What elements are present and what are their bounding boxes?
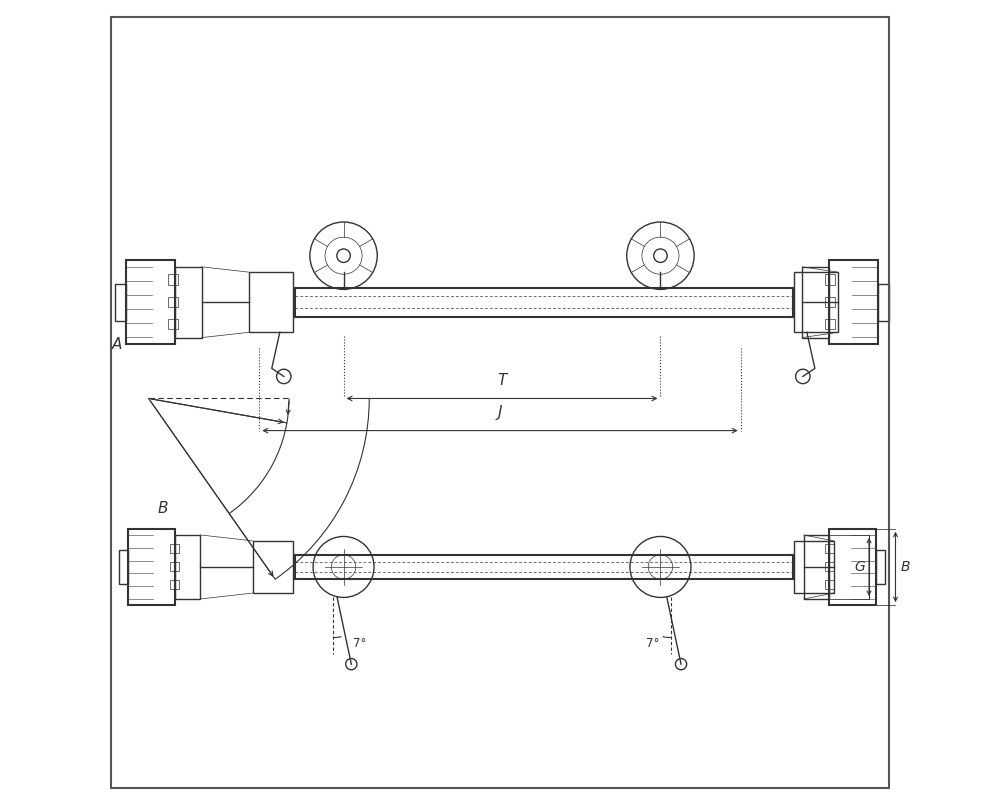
Bar (295, 555, 793, 579)
Text: J: J (498, 405, 502, 420)
Bar (878, 283, 889, 320)
Bar (175, 535, 200, 599)
Bar (825, 296, 835, 307)
Bar (253, 541, 293, 593)
Text: B: B (158, 501, 168, 516)
Bar (825, 275, 835, 285)
Bar (249, 272, 293, 332)
Bar (119, 550, 128, 584)
Bar (128, 529, 175, 605)
Bar (829, 529, 876, 605)
Bar (802, 266, 829, 337)
Text: 7°: 7° (646, 637, 659, 650)
Bar (825, 319, 835, 329)
Bar (115, 283, 126, 320)
Bar (170, 562, 179, 571)
Bar (170, 544, 179, 553)
Bar (825, 562, 834, 571)
Bar (168, 319, 178, 329)
Bar (794, 272, 838, 332)
Bar (794, 541, 834, 593)
Bar (825, 580, 834, 588)
Bar (170, 580, 179, 588)
Bar (168, 275, 178, 285)
Text: A: A (111, 337, 122, 353)
Bar (175, 266, 202, 337)
Bar (825, 544, 834, 553)
Bar (829, 260, 878, 345)
Bar (295, 287, 793, 316)
Bar (126, 260, 175, 345)
Text: T: T (497, 373, 506, 388)
Bar (168, 296, 178, 307)
Bar (876, 550, 885, 584)
Text: 7°: 7° (353, 637, 366, 650)
Text: B: B (900, 560, 910, 574)
Bar (804, 535, 829, 599)
Text: G: G (854, 560, 865, 574)
